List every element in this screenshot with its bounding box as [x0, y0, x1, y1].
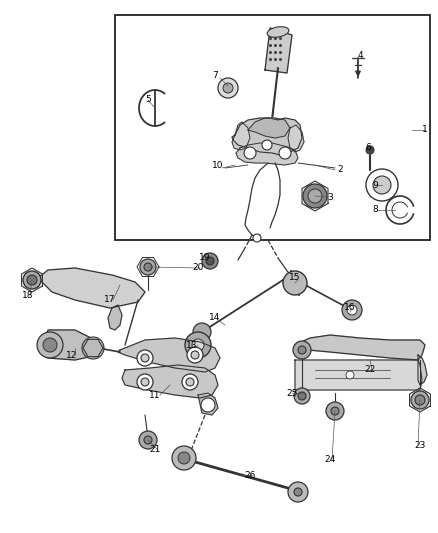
Circle shape	[308, 189, 322, 203]
Circle shape	[141, 378, 149, 386]
Circle shape	[411, 391, 429, 409]
Circle shape	[342, 300, 362, 320]
Circle shape	[202, 253, 218, 269]
Text: 17: 17	[104, 295, 116, 304]
Circle shape	[294, 388, 310, 404]
Text: 4: 4	[357, 51, 363, 60]
Text: 19: 19	[199, 254, 211, 262]
Text: 12: 12	[66, 351, 78, 359]
Circle shape	[139, 431, 157, 449]
Polygon shape	[248, 118, 290, 138]
Circle shape	[262, 140, 272, 150]
Polygon shape	[38, 268, 145, 308]
Circle shape	[366, 169, 398, 201]
Circle shape	[37, 332, 63, 358]
Text: 14: 14	[209, 313, 221, 322]
Polygon shape	[288, 125, 304, 152]
Circle shape	[279, 147, 291, 159]
Circle shape	[244, 147, 256, 159]
Circle shape	[144, 436, 152, 444]
Bar	[115, 15, 430, 240]
Text: 2: 2	[337, 166, 343, 174]
Circle shape	[346, 371, 354, 379]
Text: 22: 22	[364, 366, 376, 375]
Polygon shape	[122, 365, 218, 398]
Circle shape	[218, 78, 238, 98]
Circle shape	[82, 337, 104, 359]
Circle shape	[201, 398, 215, 412]
Text: 24: 24	[325, 456, 336, 464]
Polygon shape	[295, 335, 425, 360]
Text: 1: 1	[422, 125, 428, 134]
Text: 8: 8	[372, 206, 378, 214]
Text: 11: 11	[149, 391, 161, 400]
Circle shape	[298, 392, 306, 400]
Circle shape	[187, 347, 203, 363]
Polygon shape	[118, 338, 220, 372]
Circle shape	[326, 402, 344, 420]
Polygon shape	[198, 393, 218, 415]
Text: 18: 18	[22, 290, 34, 300]
Polygon shape	[232, 122, 250, 150]
Circle shape	[144, 263, 152, 271]
Circle shape	[298, 346, 306, 354]
Text: 5: 5	[145, 95, 151, 104]
Circle shape	[192, 339, 204, 351]
Polygon shape	[295, 360, 422, 390]
Circle shape	[303, 184, 327, 208]
Circle shape	[191, 351, 199, 359]
Circle shape	[172, 446, 196, 470]
Text: 21: 21	[149, 446, 161, 455]
Polygon shape	[232, 118, 302, 155]
Circle shape	[23, 271, 41, 289]
Circle shape	[140, 259, 156, 275]
Circle shape	[137, 350, 153, 366]
Circle shape	[331, 407, 339, 415]
Text: 9: 9	[372, 181, 378, 190]
Ellipse shape	[267, 27, 289, 37]
Circle shape	[43, 338, 57, 352]
Circle shape	[137, 374, 153, 390]
Text: 13: 13	[186, 341, 198, 350]
Circle shape	[186, 378, 194, 386]
Polygon shape	[108, 305, 122, 330]
Text: 3: 3	[327, 192, 333, 201]
Circle shape	[415, 395, 425, 405]
Text: 7: 7	[212, 70, 218, 79]
Polygon shape	[265, 28, 292, 73]
Circle shape	[347, 305, 357, 315]
Polygon shape	[236, 143, 298, 165]
Circle shape	[288, 482, 308, 502]
Circle shape	[193, 323, 211, 341]
Text: 6: 6	[365, 143, 371, 152]
Text: 16: 16	[344, 303, 356, 312]
Circle shape	[223, 83, 233, 93]
Text: 15: 15	[289, 273, 301, 282]
Circle shape	[373, 176, 391, 194]
Polygon shape	[418, 355, 427, 385]
Text: 20: 20	[192, 262, 204, 271]
Circle shape	[185, 332, 211, 358]
Circle shape	[293, 341, 311, 359]
Circle shape	[253, 234, 261, 242]
Circle shape	[141, 354, 149, 362]
Text: 25: 25	[286, 389, 298, 398]
Circle shape	[294, 488, 302, 496]
Circle shape	[178, 452, 190, 464]
Circle shape	[27, 275, 37, 285]
Circle shape	[182, 374, 198, 390]
Polygon shape	[45, 330, 98, 360]
Circle shape	[283, 271, 307, 295]
Text: 26: 26	[244, 471, 256, 480]
Text: 23: 23	[414, 440, 426, 449]
Text: 10: 10	[212, 160, 224, 169]
Circle shape	[366, 146, 374, 154]
Circle shape	[206, 257, 214, 265]
